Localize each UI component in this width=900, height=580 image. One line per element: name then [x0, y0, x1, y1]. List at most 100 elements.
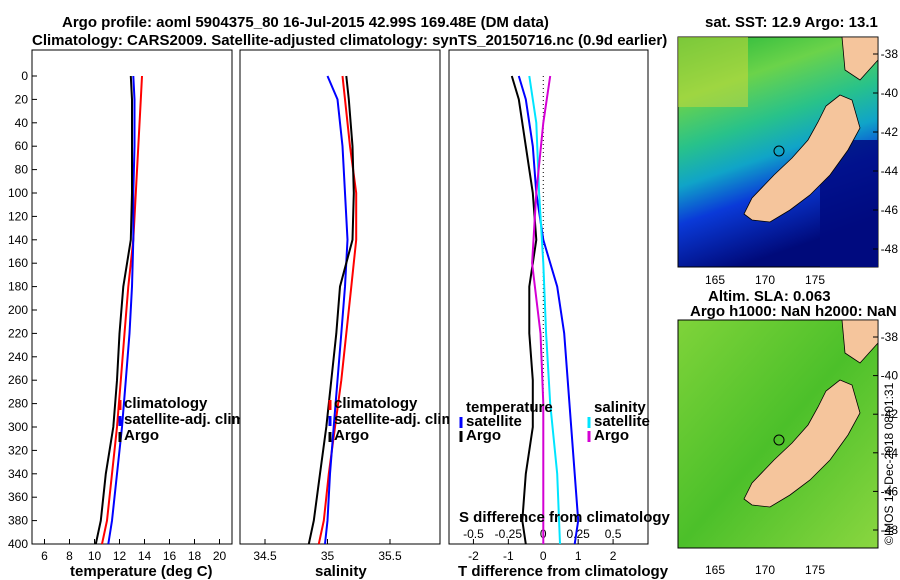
depth-tick-label: 340: [8, 467, 28, 481]
x-tick-label: 16: [163, 549, 177, 563]
depth-tick-label: 20: [15, 92, 29, 106]
depth-axis-ticks: 0 20 40 60 80 100 120 140 160 180 200 220 240 260 280 3…: [8, 69, 454, 551]
series-line-climatology: [317, 75, 358, 545]
legend-label: climatology: [124, 395, 208, 412]
legend-label: satellite: [466, 413, 522, 430]
difference-lines: [510, 75, 580, 545]
sla-map-title-1: Altim. SLA: 0.063: [708, 288, 831, 305]
depth-tick-label: 200: [8, 303, 28, 317]
lat-tick-label: -40: [881, 369, 899, 383]
legend-label: climatology: [334, 395, 418, 412]
lon-tick-label: 165: [705, 273, 725, 287]
lon-tick-label: 175: [805, 563, 825, 577]
lat-tick-label: -40: [881, 86, 899, 100]
depth-tick-label: 160: [8, 256, 28, 270]
legend-label: satellite: [594, 413, 650, 430]
legend-label: Argo: [466, 427, 501, 444]
depth-tick-label: 80: [15, 163, 29, 177]
lon-tick-label: 170: [755, 273, 775, 287]
difference-legend: temperaturesatelliteArgosalinitysatellit…: [459, 399, 650, 444]
depth-tick-label: 220: [8, 326, 28, 340]
sst-lat-ticks: -38 -40 -42 -44 -46 -48: [873, 47, 898, 256]
lon-tick-label: 175: [805, 273, 825, 287]
x-tick-label: 12: [113, 549, 127, 563]
lon-tick-label: 170: [755, 563, 775, 577]
lat-tick-label: -48: [881, 523, 899, 537]
argo-position-marker-sst: [773, 145, 785, 157]
imos-timestamp: ©IMOS 14-Dec-2018 08:01:31: [882, 382, 896, 545]
s-diff-tick-label: 0.5: [605, 527, 622, 541]
sla-map-panel: Altim. SLA: 0.063 Argo h1000: NaN h2000:…: [677, 288, 898, 577]
series-line-climatology: [101, 75, 143, 545]
salinity-legend-title: salinity: [594, 399, 646, 416]
lat-tick-label: -42: [881, 407, 899, 421]
lat-tick-label: -42: [881, 125, 899, 139]
x-tick-label: 35.5: [378, 549, 402, 563]
depth-tick-label: 100: [8, 186, 28, 200]
x-tick-label: 6: [41, 549, 48, 563]
legend-label: Argo: [124, 427, 159, 444]
temperature-legend-title: temperature: [466, 399, 553, 416]
legend-label: satellite-adj. clim.: [124, 411, 249, 428]
depth-tick-label: 360: [8, 490, 28, 504]
s-diff-tick-label: -0.25: [495, 527, 523, 541]
sst-north-island-land: [841, 36, 879, 81]
sla-lat-ticks: -38 -40 -42 -44 -46 -48: [873, 330, 898, 537]
salinity-lines: [307, 75, 358, 545]
lat-tick-label: -44: [881, 164, 899, 178]
sst-south-island-land: [743, 94, 861, 223]
s-diff-tick-label: -0.5: [463, 527, 484, 541]
x-tick-label: 35: [321, 549, 335, 563]
salinity-x-label: salinity: [315, 563, 367, 580]
x-tick-label: 34.5: [253, 549, 277, 563]
x-tick-label: 2: [610, 549, 617, 563]
sst-map-panel: sat. SST: 12.9 Argo: 13.1 -38 -40 -42 -44 -4…: [677, 14, 898, 287]
series-line-satellite-adj-clim-: [107, 75, 136, 545]
lat-tick-label: -48: [881, 242, 899, 256]
depth-tick-label: 300: [8, 420, 28, 434]
series-line-s-satellite: [528, 75, 561, 545]
legend-label: Argo: [334, 427, 369, 444]
legend-label: Argo: [594, 427, 629, 444]
depth-tick-label: 380: [8, 514, 28, 528]
sst-lon-ticks: 165 170 175: [705, 273, 825, 287]
lat-tick-label: -38: [881, 330, 899, 344]
series-line-s-argo: [531, 75, 552, 544]
depth-tick-label: 60: [15, 139, 29, 153]
lat-tick-label: -44: [881, 446, 899, 460]
argo-position-marker-sla: [773, 434, 785, 446]
series-line-t-argo: [510, 75, 538, 545]
temperature-x-ticks: 6 8 10 12 14 16 18 20: [41, 539, 226, 563]
sla-north-island-land: [841, 319, 879, 364]
s-difference-label: S difference from climatology: [459, 509, 671, 526]
lat-tick-label: -38: [881, 47, 899, 61]
sla-map-title-2: Argo h1000: NaN h2000: NaN: [690, 303, 897, 320]
sst-warm-patch: [678, 37, 748, 107]
lat-tick-label: -46: [881, 203, 899, 217]
figure-title-line2: Climatology: CARS2009. Satellite-adjuste…: [32, 32, 667, 49]
series-line-t-satellite: [517, 75, 580, 545]
sla-lon-ticks: 165 170 175: [705, 563, 825, 577]
depth-tick-label: 280: [8, 397, 28, 411]
x-tick-label: 1: [575, 549, 582, 563]
series-line-argo: [307, 75, 355, 545]
depth-tick-label: 0: [21, 69, 28, 83]
depth-tick-label: 400: [8, 537, 28, 551]
series-line-satellite-adj-clim-: [324, 75, 349, 545]
t-difference-label: T difference from climatology: [458, 563, 669, 580]
series-line-argo: [94, 75, 133, 545]
sst-map-title: sat. SST: 12.9 Argo: 13.1: [705, 14, 878, 31]
x-tick-label: 14: [138, 549, 152, 563]
figure-title-line1: Argo profile: aoml 5904375_80 16-Jul-201…: [62, 14, 549, 31]
temperature-x-label: temperature (deg C): [70, 563, 213, 580]
sla-south-island-land: [743, 379, 861, 508]
depth-tick-label: 240: [8, 350, 28, 364]
difference-x-ticks: -2 -1 0 1 2-0.5 -0.25 0 0.25 0.5: [463, 76, 622, 563]
x-tick-label: 18: [188, 549, 202, 563]
x-tick-label: 0: [540, 549, 547, 563]
depth-tick-label: 120: [8, 209, 28, 223]
depth-tick-label: 180: [8, 280, 28, 294]
